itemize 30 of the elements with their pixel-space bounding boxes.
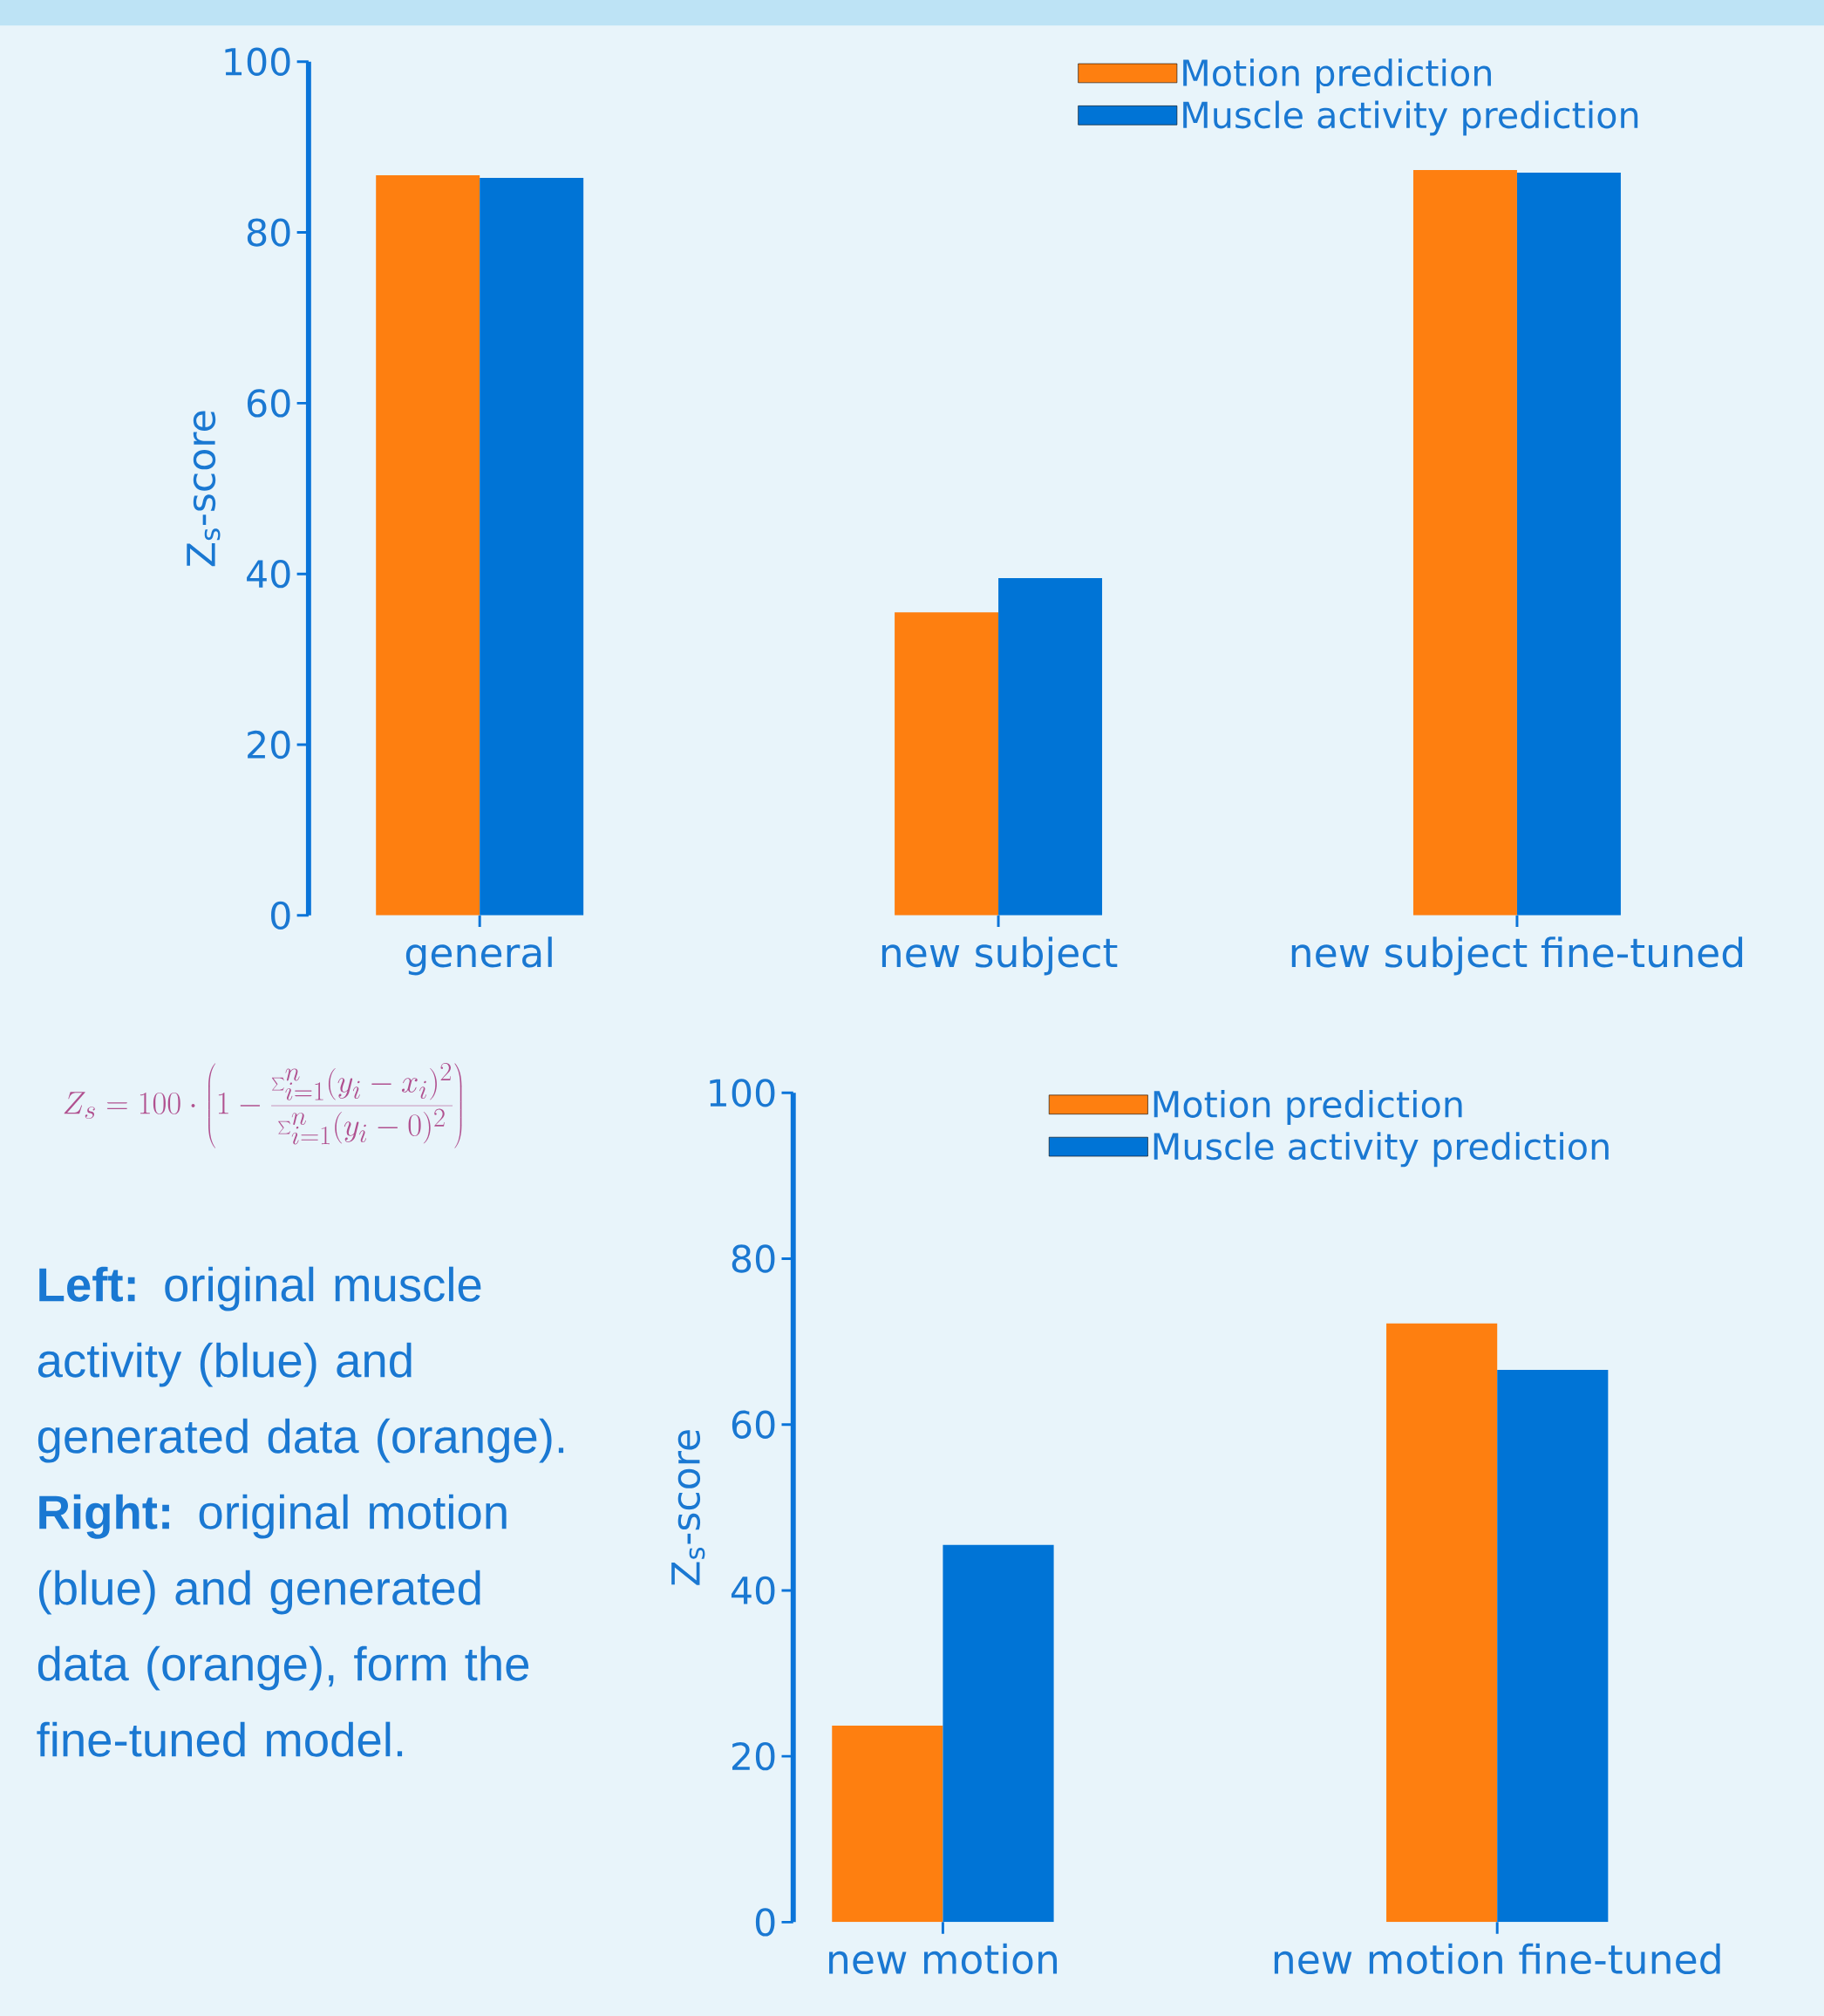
text: Left: original muscle activity (blue) and generated data (orange). Right: original motion (blue) and generated data (orange), form the fine-tuned model. <box>37 1266 563 1757</box>
y-tick-label: 20 <box>732 1741 775 1771</box>
x-tick-label: new subject <box>881 936 1118 976</box>
legend-label: Motion prediction <box>1183 58 1491 94</box>
bar <box>1412 170 1517 916</box>
bar <box>894 612 998 916</box>
y-tick-label: 20 <box>247 730 290 759</box>
x-tick-label: new motion <box>828 1943 1057 1975</box>
y-tick-label: 80 <box>732 1244 775 1273</box>
bar <box>832 1725 943 1923</box>
legend-label: Motion prediction <box>1154 1090 1462 1125</box>
x-tick-label: new subject fine-tuned <box>1291 936 1742 976</box>
y-tick-label: 60 <box>732 1410 775 1439</box>
y-tick-label: 100 <box>710 1079 775 1107</box>
legend-label: Muscle activity prediction <box>1183 100 1638 136</box>
y-tick-label: 80 <box>247 218 290 247</box>
x-tick-label: new motion fine-tuned <box>1274 1943 1720 1975</box>
text: $Z_{s} = 100 \cdot \left(1-\frac{\sum_{i=1}^{n}(y_i-x_i)^2}{\sum_{i=1}^{n}(y_i-0)^2}\right)$ <box>64 1062 462 1148</box>
bar <box>1385 1323 1498 1923</box>
y-tick-label: 0 <box>755 1908 775 1937</box>
y-tick-label: 100 <box>225 47 290 76</box>
y-tick-label: 40 <box>731 1576 775 1605</box>
y-axis-title: Z$_{s}$-score <box>671 1430 705 1585</box>
y-tick-label: 40 <box>246 560 290 589</box>
y-tick-label: 0 <box>270 901 290 930</box>
y-tick-label: 60 <box>247 389 290 418</box>
legend-label: Muscle activity prediction <box>1154 1132 1609 1168</box>
bar <box>376 174 480 916</box>
x-tick-label: general <box>405 936 552 976</box>
y-axis-title: Z$_{s}$-score <box>187 411 221 567</box>
